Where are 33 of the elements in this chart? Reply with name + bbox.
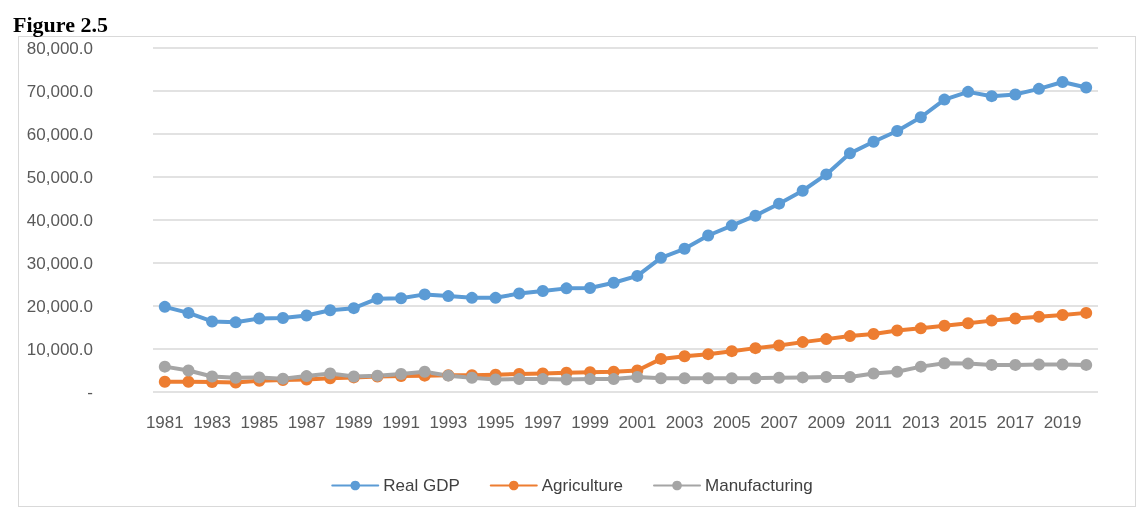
legend-label: Agriculture	[541, 476, 624, 495]
x-tick-label: 2011	[855, 413, 892, 432]
x-tick-label: 1995	[476, 413, 515, 432]
legend-label: Manufacturing	[705, 476, 813, 495]
x-tick-label: 2017	[996, 413, 1035, 432]
x-tick-label: 2019	[1043, 413, 1082, 432]
chart-title: Figure 2.5	[13, 11, 108, 37]
x-tick-label: 2015	[949, 413, 987, 432]
y-tick-label: 30,000.0	[26, 253, 93, 273]
x-tick-label: 2013	[901, 413, 940, 432]
y-tick-label: 20,000.0	[26, 296, 93, 316]
y-tick-label: 50,000.0	[26, 167, 93, 187]
y-tick-label: 60,000.0	[26, 124, 93, 144]
legend-label: Real GDP	[383, 476, 460, 495]
y-tick-label: 10,000.0	[26, 339, 93, 359]
x-tick-label: 1997	[523, 413, 562, 432]
y-tick-label: 70,000.0	[26, 81, 93, 101]
x-tick-label: 2003	[665, 413, 704, 432]
x-tick-label: 2001	[618, 413, 657, 432]
x-tick-label: 1999	[571, 413, 609, 432]
x-tick-label: 1989	[334, 413, 373, 432]
x-tick-label: 1981	[145, 413, 184, 432]
y-tick-label: -	[87, 382, 93, 402]
x-tick-label: 1991	[382, 413, 420, 432]
x-tick-label: 1987	[287, 413, 326, 432]
y-tick-label: 40,000.0	[26, 210, 93, 230]
x-tick-label: 2009	[807, 413, 846, 432]
x-tick-label: 2007	[760, 413, 798, 432]
x-tick-label: 2005	[712, 413, 751, 432]
y-tick-label: 80,000.0	[26, 38, 93, 58]
x-tick-label: 1983	[193, 413, 231, 432]
x-tick-label: 1985	[240, 413, 279, 432]
x-tick-label: 1993	[429, 413, 468, 432]
